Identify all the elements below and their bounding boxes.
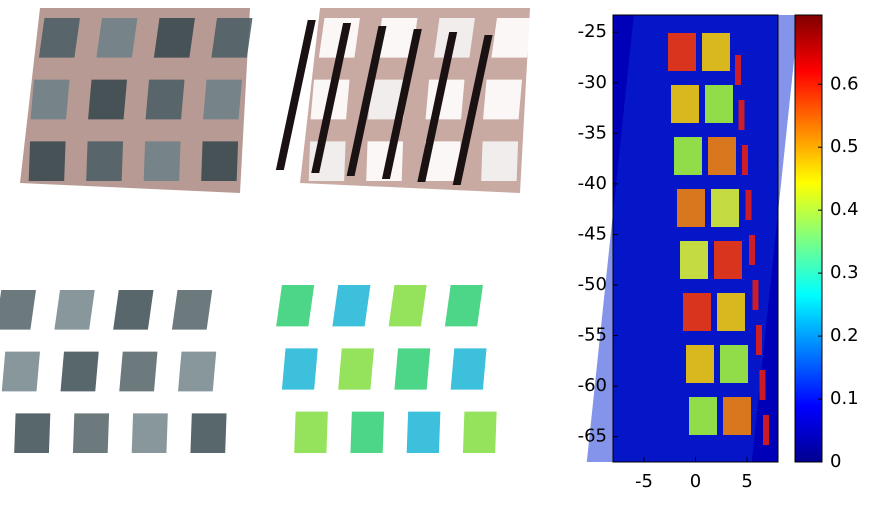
heatmap-block	[723, 397, 751, 435]
plant-block	[14, 413, 51, 454]
plant-block	[406, 411, 441, 453]
heatmap-edge	[742, 145, 748, 175]
heatmap-block	[717, 293, 745, 331]
plant-block	[394, 348, 431, 390]
plant-block	[96, 18, 138, 58]
plant-block	[60, 351, 99, 392]
plant-block	[30, 79, 70, 120]
plant-block	[1, 351, 40, 392]
heatmap-edge	[763, 415, 769, 445]
x-tick-label: 5	[741, 471, 752, 492]
heatmap-block	[683, 293, 711, 331]
y-tick-label: -50	[578, 274, 607, 295]
y-tick-label: -25	[578, 21, 607, 42]
plant-block	[72, 413, 110, 454]
y-tick-label: -65	[578, 426, 607, 447]
plant-block	[203, 79, 243, 120]
plant-block	[332, 285, 371, 327]
plant-block	[211, 18, 253, 58]
heatmap-block	[686, 345, 714, 383]
plant-block	[0, 290, 36, 330]
heatmap-block	[680, 241, 708, 279]
plant-block	[86, 141, 124, 181]
ground	[20, 8, 250, 193]
plant-block	[88, 79, 128, 120]
shadow-stripe	[417, 32, 458, 182]
colorbar	[794, 14, 823, 463]
y-tick-label: -60	[578, 375, 607, 396]
plant-block	[483, 79, 523, 120]
heatmap-edge	[756, 325, 762, 355]
colorbar-tick-label: 0	[830, 451, 841, 472]
plant-block	[423, 141, 461, 181]
heatmap-block	[711, 189, 739, 227]
shadow-stripe	[311, 23, 352, 173]
plant-block	[28, 141, 66, 181]
heatmap-edge	[745, 190, 752, 220]
colorbar-tick-label: 0.5	[830, 136, 859, 157]
plant-block	[54, 290, 95, 330]
colorbar-tick-label: 0.6	[830, 73, 859, 94]
y-tick-label: -45	[578, 223, 607, 244]
plant-block	[338, 348, 375, 390]
plant-block	[145, 79, 185, 120]
plant-block	[388, 285, 427, 327]
shadow-stripe	[275, 20, 316, 170]
plant-block	[113, 290, 154, 330]
heatmap-block	[708, 137, 736, 175]
plant-block	[462, 411, 497, 453]
y-tick-label: -55	[578, 325, 607, 346]
heatmap-edge	[738, 100, 745, 130]
plant-block	[119, 351, 158, 392]
plant-block	[281, 348, 318, 390]
shadow-stripe	[452, 35, 493, 185]
heatmap: -25-30-35-40-45-50-55-60-65-5 0 500.10.20.…	[578, 14, 859, 492]
heatmap-edge	[752, 280, 759, 310]
plant-block	[178, 351, 217, 392]
heatmap-block	[705, 85, 733, 123]
colorbar-tick-label: 0.4	[830, 199, 859, 220]
plant-block	[294, 411, 328, 453]
plant-block	[131, 413, 168, 454]
y-tick-label: -30	[578, 72, 607, 93]
plant-block	[491, 18, 533, 58]
heatmap-block	[677, 189, 705, 227]
colorbar-tick-label: 0.2	[830, 325, 859, 346]
plant-block	[376, 18, 418, 58]
heatmap-block	[668, 33, 696, 71]
plant-block	[190, 413, 227, 454]
heatmap-block	[702, 33, 730, 71]
y-tick-label: -35	[578, 122, 607, 143]
heatmap-block	[720, 345, 748, 383]
shadow-stripe	[346, 26, 387, 176]
point-cloud-panels	[0, 8, 533, 454]
heatmap-block	[671, 85, 699, 123]
heatmap-block	[714, 241, 742, 279]
plant-block	[450, 348, 487, 390]
x-tick-label: 0	[690, 471, 701, 492]
heatmap-edge	[759, 370, 766, 400]
heatmap-block	[674, 137, 702, 175]
shadow-stripe	[381, 29, 422, 179]
x-tick-label: -5	[635, 471, 653, 492]
colorbar-tick-label: 0.3	[830, 262, 859, 283]
plant-block	[153, 18, 195, 58]
plant-block	[276, 285, 315, 327]
plant-block	[201, 141, 239, 181]
plant-block	[143, 141, 181, 181]
colorbar-tick-label: 0.1	[830, 388, 859, 409]
plant-block	[38, 18, 80, 58]
plant-block	[350, 411, 385, 453]
plant-block	[481, 141, 519, 181]
y-tick-label: -40	[578, 173, 607, 194]
heatmap-block	[689, 397, 717, 435]
plant-block	[444, 285, 483, 327]
plant-block	[171, 290, 213, 330]
heatmap-edge	[735, 55, 741, 85]
heatmap-edge	[749, 235, 755, 265]
